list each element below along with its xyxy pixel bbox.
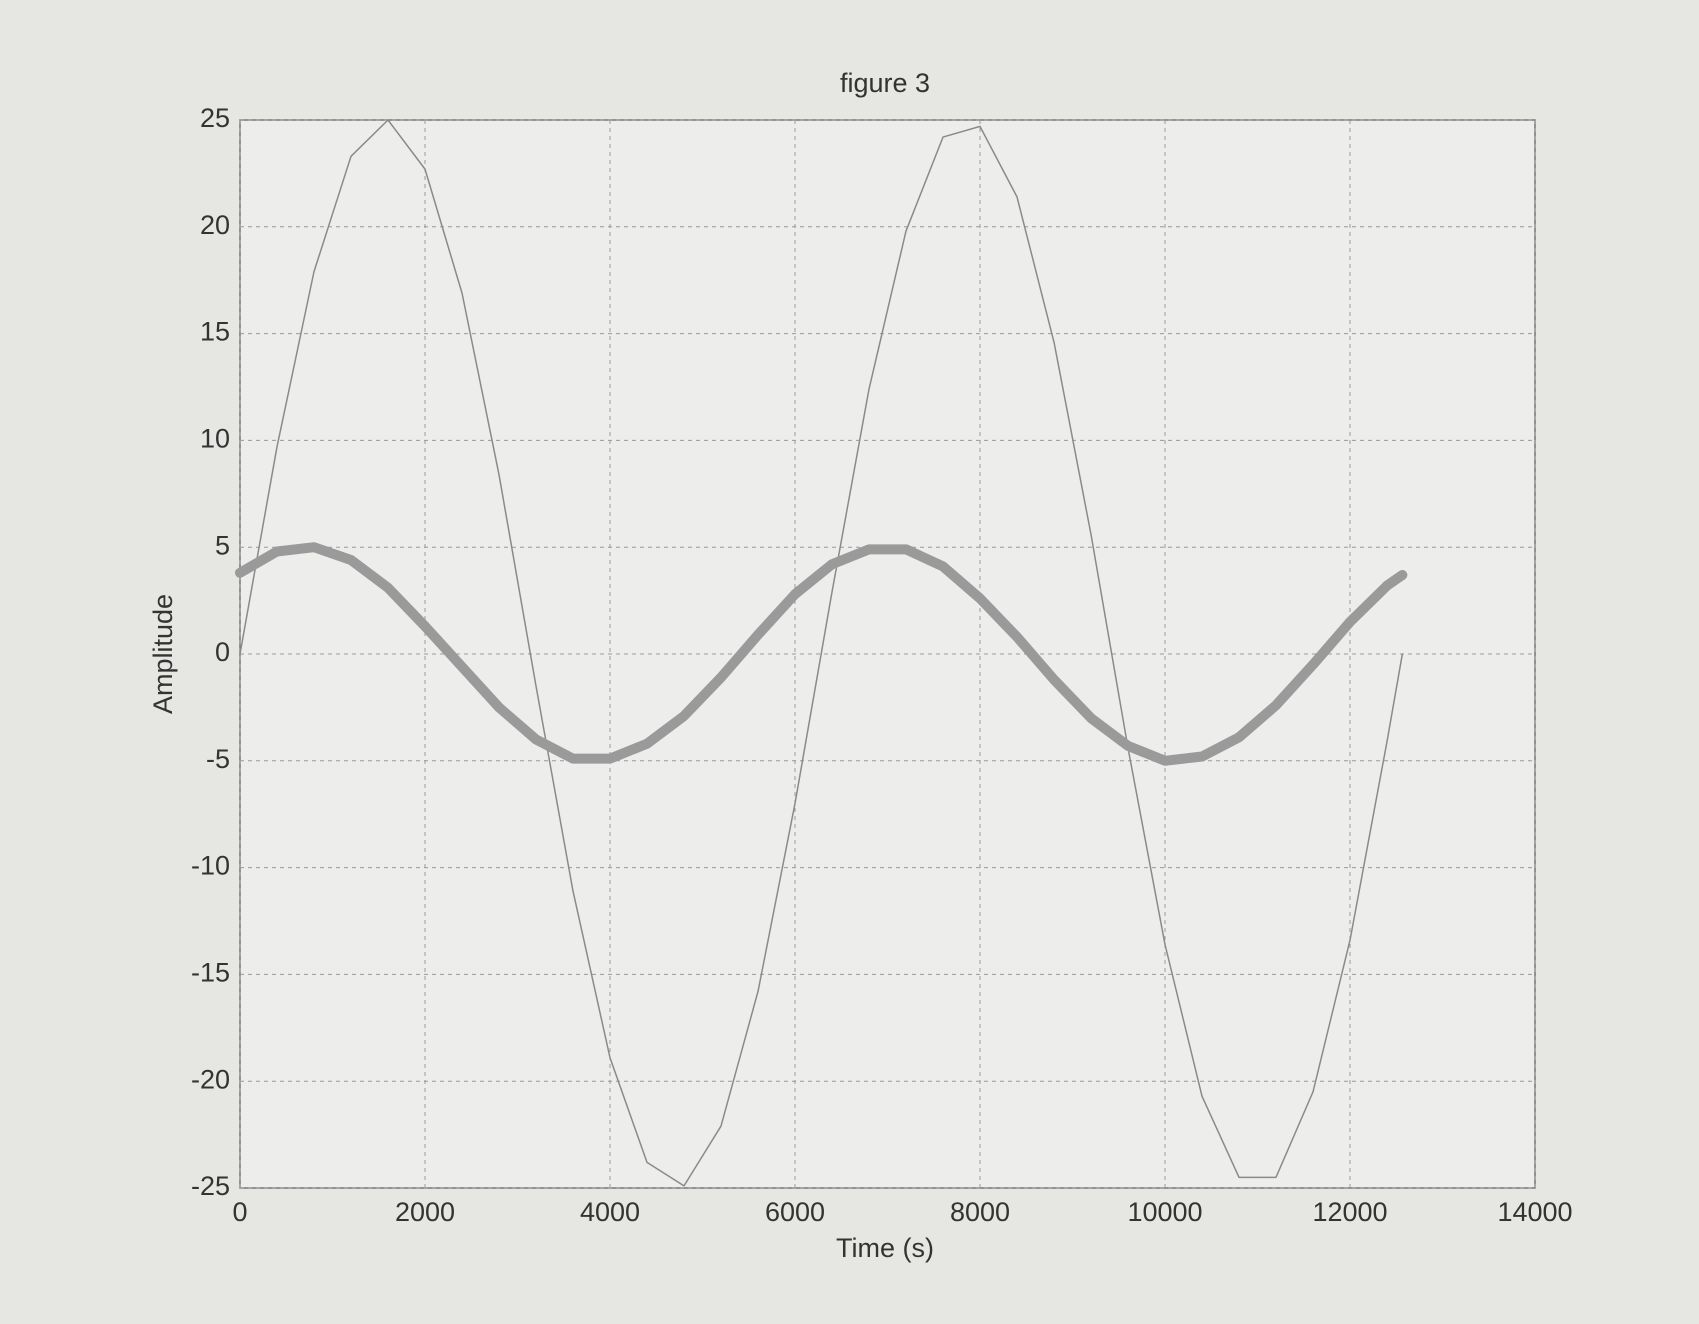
y-tick-label: 15	[200, 317, 230, 347]
x-tick-label: 12000	[1312, 1197, 1387, 1227]
x-tick-label: 2000	[395, 1197, 455, 1227]
x-tick-label: 14000	[1497, 1197, 1572, 1227]
y-tick-label: 20	[200, 210, 230, 240]
y-tick-label: -5	[206, 744, 230, 774]
y-tick-label: 0	[215, 637, 230, 667]
line-series	[235, 542, 1408, 766]
y-tick-label: -20	[191, 1064, 230, 1094]
y-tick-label: -15	[191, 958, 230, 988]
y-tick-label: -25	[191, 1171, 230, 1201]
x-tick-label: 8000	[950, 1197, 1010, 1227]
y-tick-label: 25	[200, 103, 230, 133]
y-axis-label: Amplitude	[148, 594, 178, 714]
x-tick-label: 4000	[580, 1197, 640, 1227]
line-series	[239, 119, 1404, 1187]
x-tick-label: 0	[232, 1197, 247, 1227]
x-tick-label: 6000	[765, 1197, 825, 1227]
y-tick-label: 5	[215, 530, 230, 560]
x-axis-label: Time (s)	[836, 1233, 934, 1263]
x-tick-label: 10000	[1127, 1197, 1202, 1227]
chart-title: figure 3	[840, 68, 930, 98]
y-tick-label: 10	[200, 424, 230, 454]
y-tick-label: -10	[191, 851, 230, 881]
